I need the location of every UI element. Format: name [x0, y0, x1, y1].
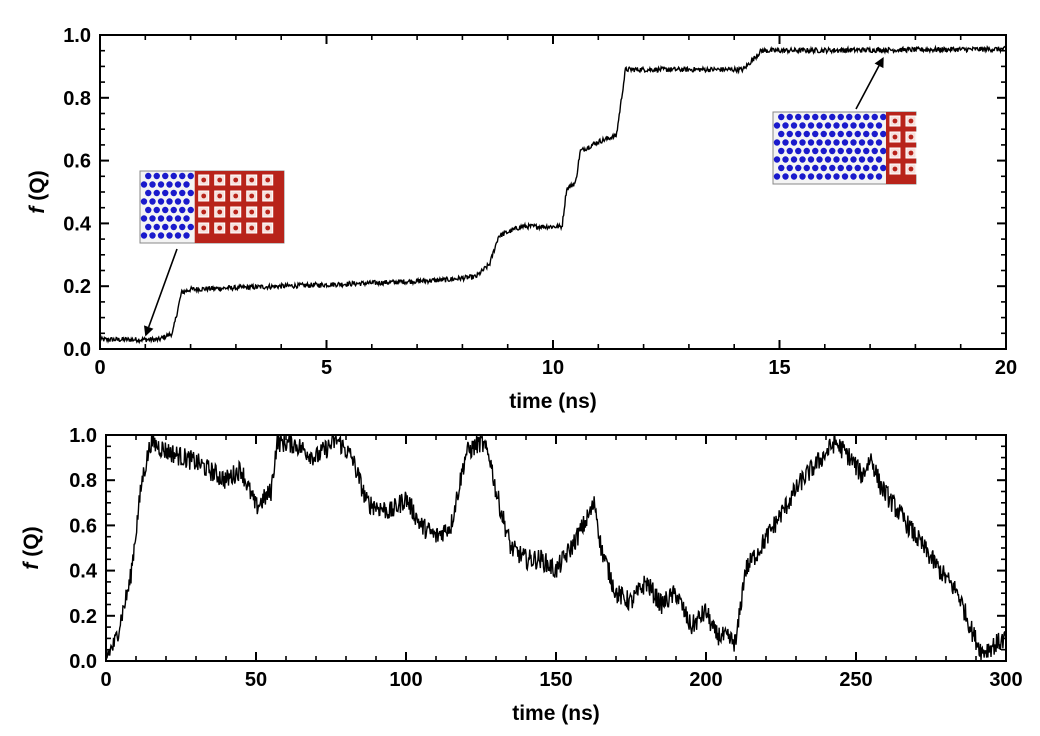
bottom-x-tick-label: 150: [539, 669, 572, 691]
bottom-y-tick-label: 0.4: [69, 561, 98, 583]
top-y-tick-label: 0.6: [63, 151, 91, 173]
bottom-x-tick-label: 50: [245, 669, 267, 691]
bottom-y-axis-title: f (Q): [20, 526, 43, 569]
top-y-tick-label: 0.0: [63, 339, 91, 361]
inset-low-crystal: [139, 170, 285, 337]
bottom-y-tick-label: 0.8: [69, 470, 97, 492]
bottom-x-tick-label: 200: [689, 669, 722, 691]
top-y-tick-label: 0.2: [63, 276, 91, 298]
top-y-tick-label: 0.4: [63, 213, 92, 235]
top-series-line: [99, 44, 1007, 345]
inset-high-crystal-arrow: [855, 65, 880, 110]
top-y-tick-label: 0.8: [63, 88, 91, 110]
top-y-tick-label: 1.0: [63, 25, 91, 47]
top-x-axis-title: time (ns): [509, 390, 597, 413]
top-x-tick-label: 10: [542, 357, 564, 379]
bottom-x-tick-label: 250: [839, 669, 872, 691]
top-x-tick-label: 15: [768, 357, 790, 379]
inset-low-crystal-arrow: [147, 248, 178, 328]
top-x-tick-label: 0: [94, 357, 105, 379]
bottom-x-tick-label: 300: [989, 669, 1022, 691]
bottom-x-axis-title: time (ns): [512, 702, 600, 725]
bottom-x-tick-label: 100: [389, 669, 422, 691]
inset-high-crystal: [772, 56, 917, 185]
bottom-series-line: [105, 433, 1007, 661]
top-y-axis-title: f (Q): [26, 170, 49, 213]
bottom-y-tick-label: 0.2: [69, 606, 97, 628]
chart-panel-top: 0 5 10 15 20 0.0 0.2 0.4 0.6 0.8 1.0 time (ns) f (…: [26, 25, 1017, 413]
inset-high-crystal-arrowhead: [874, 56, 884, 69]
top-x-tick-label: 20: [995, 357, 1017, 379]
bottom-y-tick-label: 0.6: [69, 515, 97, 537]
top-x-tick-label: 5: [321, 357, 332, 379]
bottom-y-tick-label: 1.0: [69, 425, 97, 447]
bottom-ticks: 0 50 100 150 200 250 300 0.0 0.2 0.4 0.6 0.8 1.0: [69, 425, 1023, 691]
bottom-y-tick-label: 0.0: [69, 651, 97, 673]
top-insets: [139, 56, 917, 337]
bottom-x-tick-label: 0: [100, 669, 111, 691]
inset-low-crystal-arrowhead: [144, 325, 154, 337]
top-ticks: 0 5 10 15 20 0.0 0.2 0.4 0.6 0.8 1.0: [63, 25, 1017, 379]
chart-panel-bottom: 0 50 100 150 200 250 300 0.0 0.2 0.4 0.6 0.8 1.0 tim…: [20, 425, 1023, 725]
